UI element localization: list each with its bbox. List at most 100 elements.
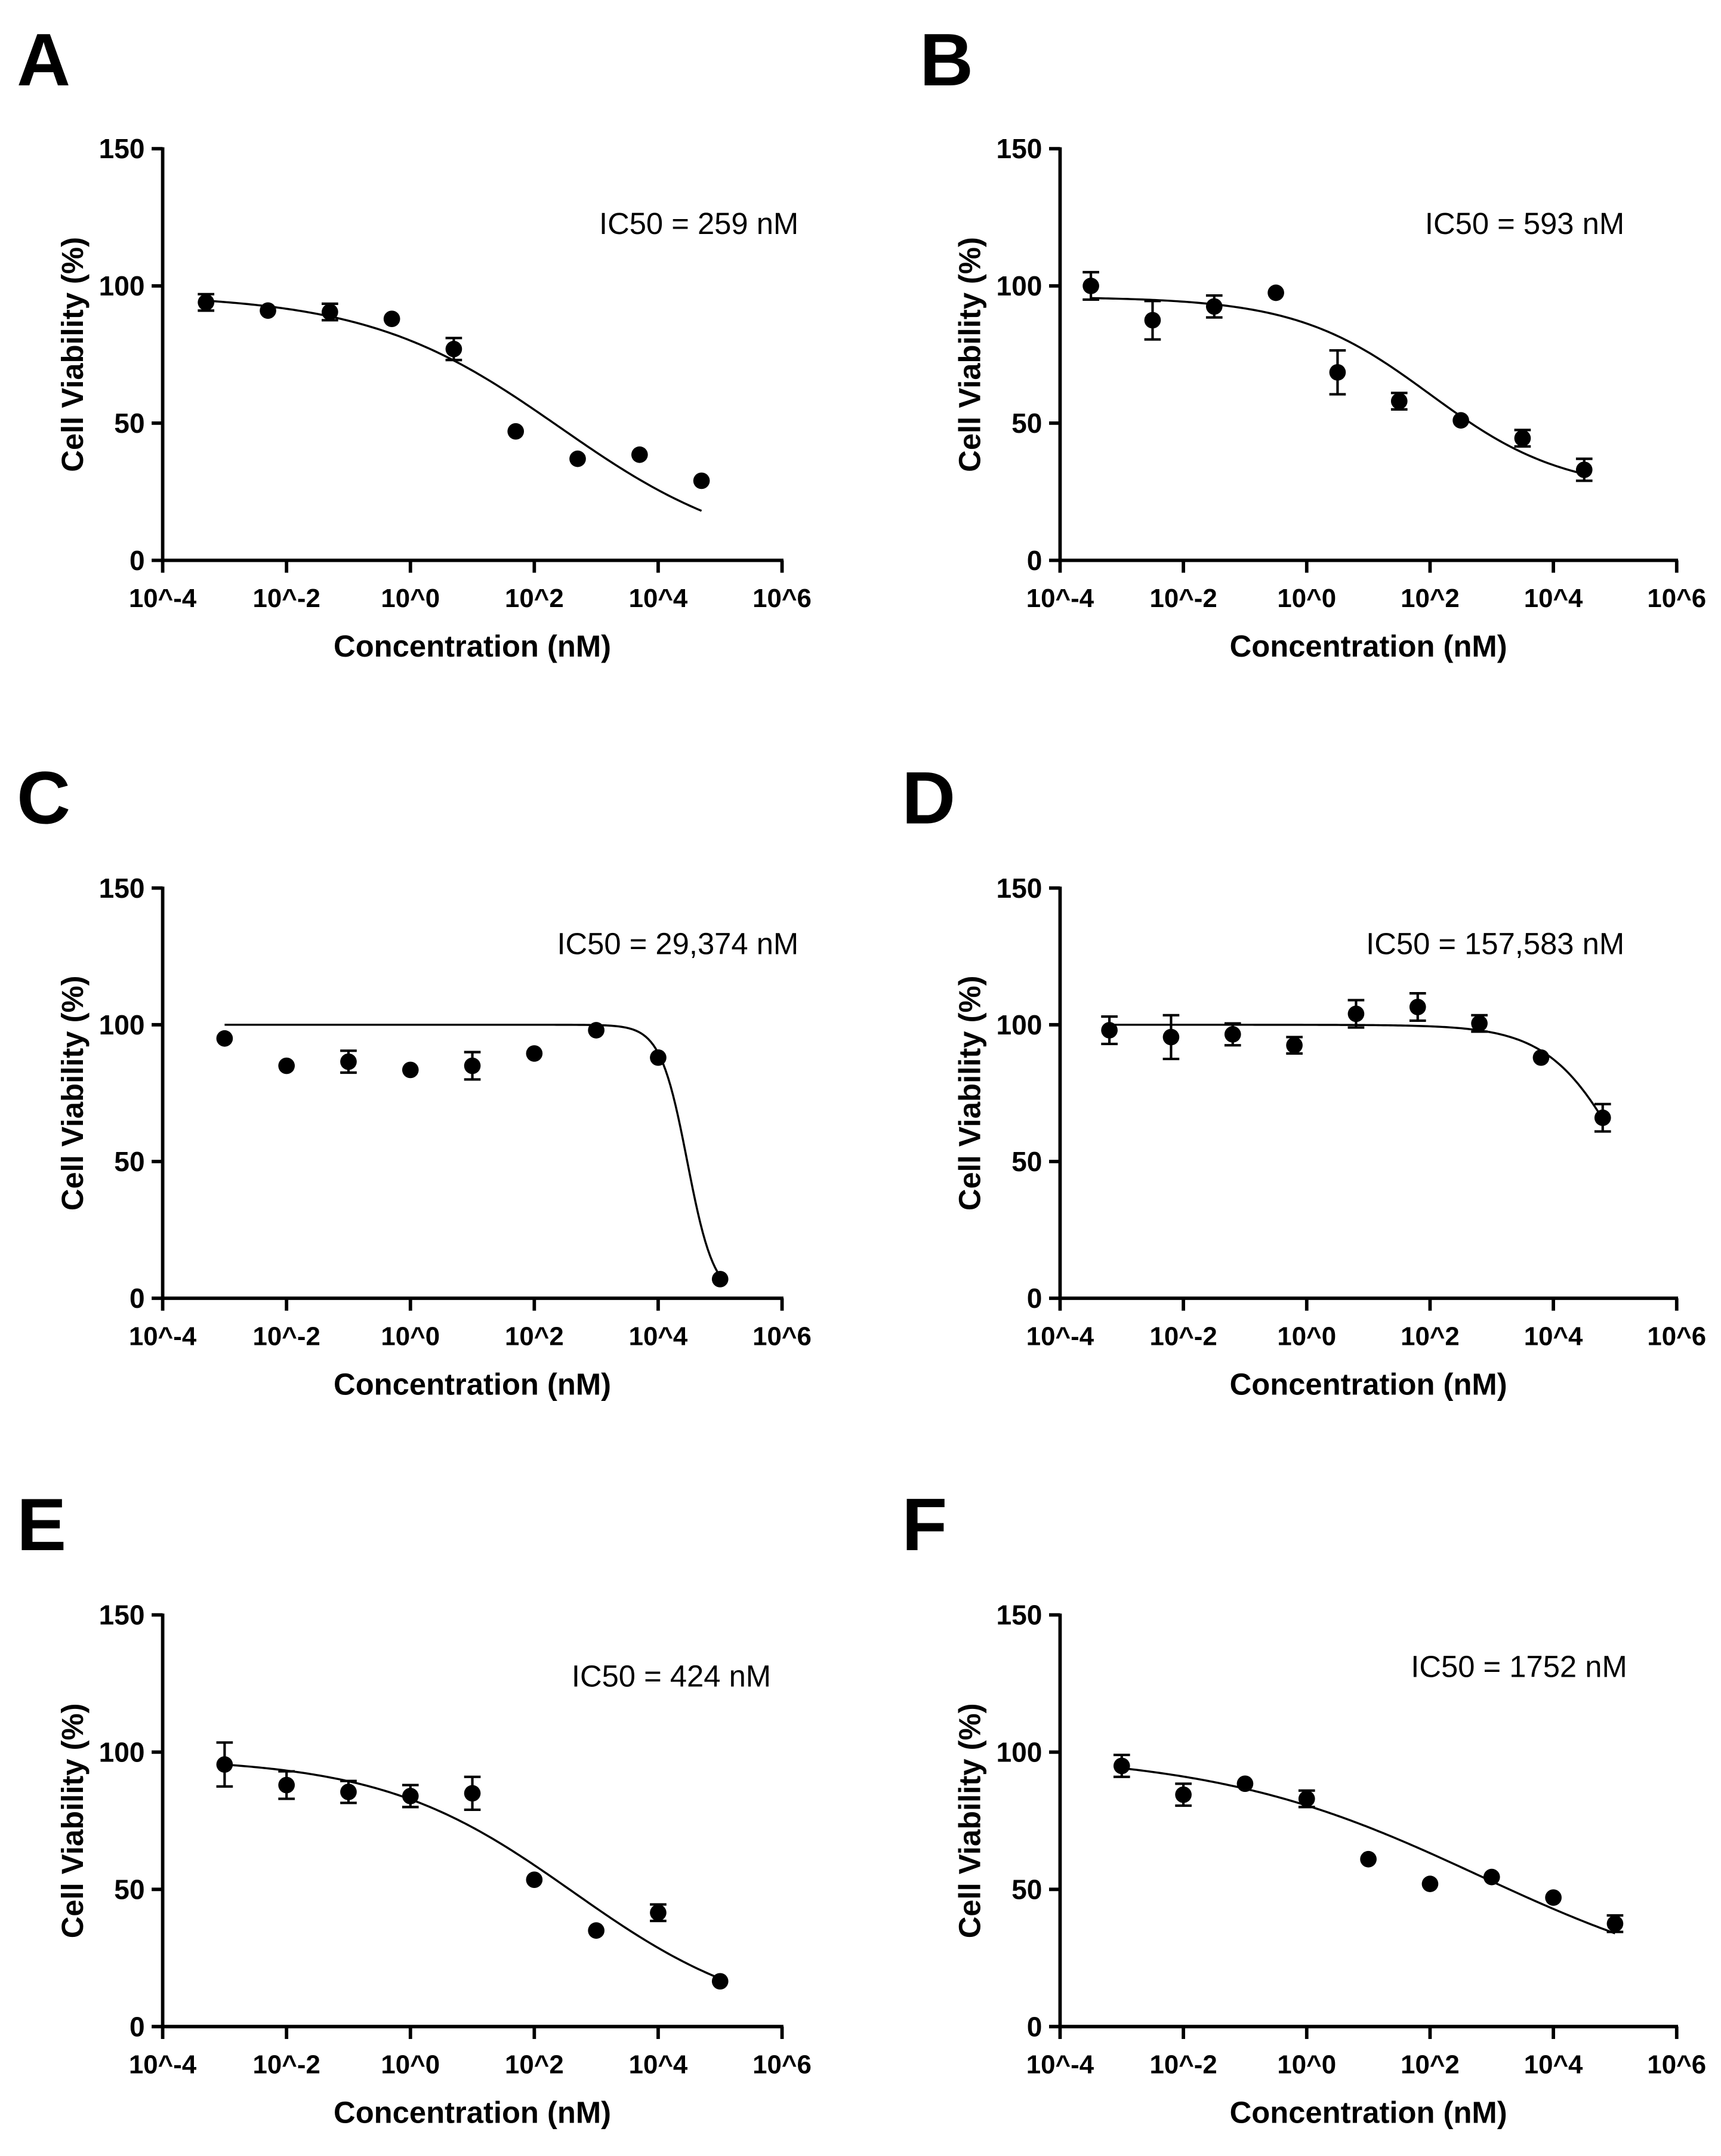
data-point (631, 446, 648, 463)
x-tick-label: 10^2 (1401, 584, 1460, 613)
data-point (1101, 1022, 1118, 1039)
y-tick-label: 150 (996, 133, 1042, 164)
data-point (1082, 278, 1099, 294)
y-tick-label: 0 (1027, 1283, 1043, 1314)
data-point (693, 472, 710, 489)
data-point (526, 1045, 543, 1062)
data-point (340, 1053, 357, 1070)
panel-label: B (920, 19, 973, 101)
fit-curve (206, 300, 702, 512)
x-tick-label: 10^4 (1524, 2050, 1583, 2080)
x-tick-label: 10^2 (505, 1322, 564, 1351)
y-tick-label: 50 (1011, 1874, 1042, 1905)
fit-curve (1091, 297, 1585, 475)
data-point (1224, 1026, 1241, 1043)
x-tick-label: 10^4 (1524, 1322, 1583, 1351)
panel-label: F (902, 1483, 947, 1566)
data-point (1514, 430, 1531, 446)
data-point (507, 423, 525, 440)
data-point (1390, 393, 1408, 409)
data-point (1113, 1757, 1130, 1775)
x-tick-label: 10^-2 (253, 1322, 320, 1351)
panel-C: C 0 50 100 150 10^-4 10^-2 10^0 10^2 10^4 10^6 Conc… (17, 756, 812, 1401)
y-tick-label: 150 (99, 873, 145, 904)
data-point (588, 1022, 604, 1039)
x-tick-label: 10^0 (1277, 2050, 1336, 2080)
panel-label: E (17, 1483, 66, 1566)
panel-B: B 0 50 100 150 10^-4 10^-2 10^0 10^2 10^4 10^6 Conc… (920, 19, 1706, 663)
x-tick-label: 10^0 (1277, 1322, 1336, 1351)
y-tick-label: 50 (114, 1874, 144, 1905)
x-tick-label: 10^2 (505, 584, 564, 613)
data-point (278, 1776, 295, 1794)
x-tick-label: 10^4 (629, 1322, 688, 1351)
panel-label: D (902, 756, 955, 839)
ic50-annotation: IC50 = 593 nM (1425, 207, 1624, 241)
x-tick-label: 10^-4 (1026, 584, 1094, 613)
data-point (1606, 1915, 1624, 1932)
data-point (1175, 1786, 1192, 1803)
x-tick-label: 10^-4 (129, 1322, 197, 1351)
data-point (1236, 1775, 1254, 1792)
x-tick-label: 10^-4 (129, 2050, 197, 2080)
data-point (383, 310, 400, 327)
x-tick-label: 10^0 (1277, 584, 1336, 613)
fit-curve (1121, 1767, 1616, 1935)
x-tick-label: 10^4 (1524, 584, 1583, 613)
x-tick-label: 10^6 (1647, 2050, 1706, 2080)
data-point (1329, 364, 1346, 381)
data-point (1483, 1868, 1500, 1886)
data-point (711, 1271, 729, 1288)
data-point (216, 1756, 233, 1773)
data-point (402, 1061, 419, 1079)
y-axis-title: Cell Viability (%) (55, 975, 90, 1211)
y-axis-title: Cell Viability (%) (953, 975, 987, 1211)
x-tick-label: 10^2 (505, 2050, 564, 2080)
data-point (216, 1030, 233, 1047)
x-axis-title: Concentration (nM) (1230, 2096, 1507, 2130)
y-tick-label: 100 (99, 1009, 145, 1040)
data-point (650, 1049, 667, 1066)
y-tick-label: 150 (996, 1600, 1042, 1631)
x-tick-label: 10^2 (1401, 1322, 1460, 1351)
x-tick-label: 10^-4 (129, 584, 197, 613)
y-tick-label: 0 (1027, 2011, 1043, 2042)
y-axis-title: Cell Viability (%) (953, 237, 987, 472)
x-tick-label: 10^0 (381, 584, 440, 613)
panel-F: F 0 50 100 150 10^-4 10^-2 10^0 10^2 10^4 10^6 Conc… (902, 1483, 1706, 2130)
y-tick-label: 100 (99, 1737, 145, 1768)
ic50-annotation: IC50 = 259 nM (599, 207, 798, 241)
y-axis-title: Cell Viability (%) (55, 1703, 90, 1938)
data-point (464, 1057, 481, 1074)
x-tick-label: 10^6 (1647, 584, 1706, 613)
y-axis-title: Cell Viability (%) (55, 237, 90, 472)
ic50-annotation: IC50 = 29,374 nM (557, 926, 798, 960)
x-axis-title: Concentration (nM) (334, 2096, 611, 2130)
data-point (278, 1057, 295, 1074)
x-tick-label: 10^2 (1401, 2050, 1460, 2080)
panel-label: C (17, 756, 70, 839)
data-point (1267, 284, 1284, 301)
ic50-annotation: IC50 = 1752 nM (1411, 1649, 1627, 1683)
x-tick-label: 10^4 (629, 2050, 688, 2080)
y-tick-label: 50 (114, 408, 144, 439)
data-point (711, 1973, 729, 1990)
y-tick-label: 150 (99, 1600, 145, 1631)
data-point (526, 1871, 543, 1889)
data-point (1347, 1005, 1365, 1022)
data-point (1471, 1015, 1488, 1032)
data-point (1545, 1889, 1562, 1906)
x-tick-label: 10^-4 (1026, 1322, 1094, 1351)
ic50-annotation: IC50 = 424 nM (572, 1659, 771, 1693)
fit-curve (224, 1024, 721, 1277)
x-axis-title: Concentration (nM) (334, 629, 611, 663)
data-point (1144, 312, 1161, 329)
x-axis-title: Concentration (nM) (1230, 1367, 1507, 1401)
x-tick-label: 10^-2 (1149, 1322, 1217, 1351)
y-tick-label: 100 (996, 270, 1042, 301)
y-tick-label: 100 (99, 270, 145, 301)
y-tick-label: 50 (1011, 408, 1042, 439)
y-tick-label: 0 (129, 1283, 145, 1314)
data-point (445, 340, 462, 358)
